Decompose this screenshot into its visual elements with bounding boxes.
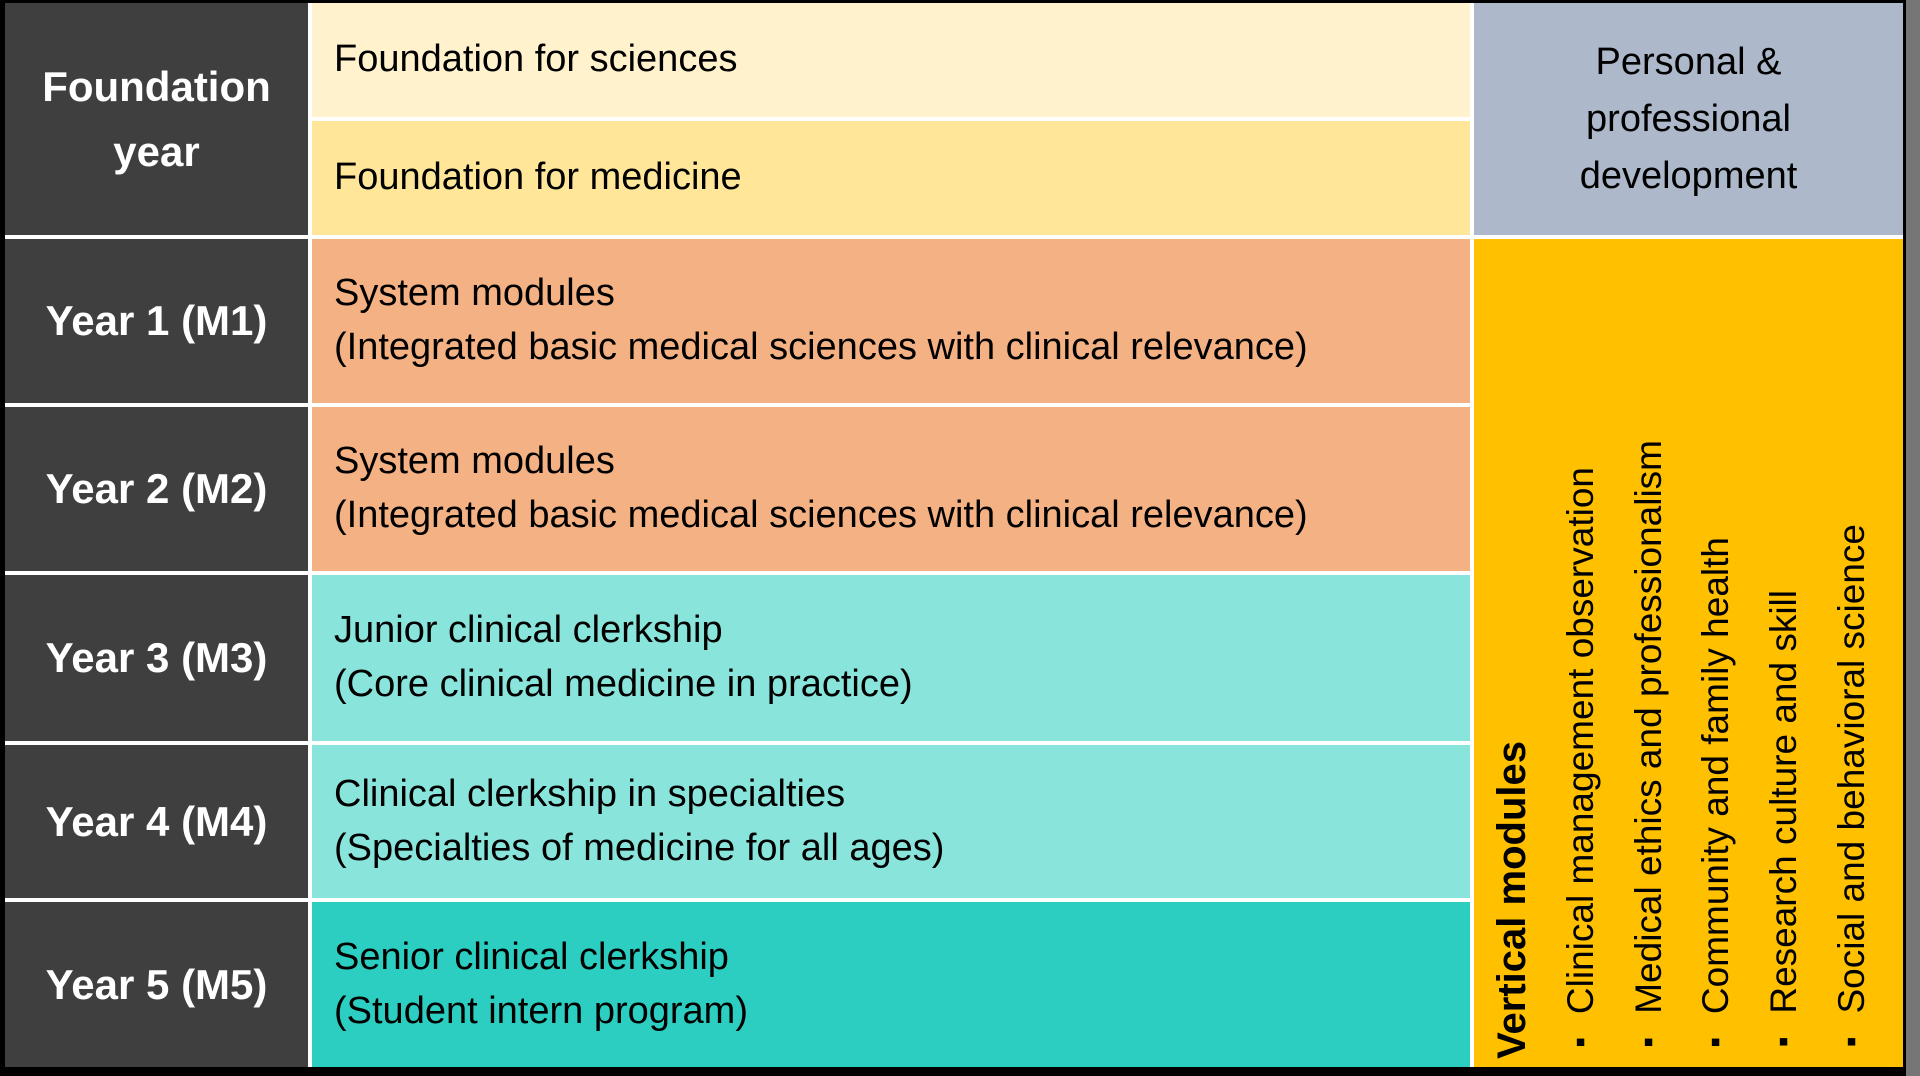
row-label-text: Year 1 (M1) (45, 297, 268, 344)
header-text: Personal & professional development (1579, 40, 1798, 197)
personal-professional-development-header: Personal & professional development (1474, 3, 1903, 235)
bullet-square-icon: ▪ (1767, 1026, 1801, 1059)
row-label-year-4: Year 4 (M4) (5, 745, 308, 898)
vertical-module-label: Research culture and skill (1763, 590, 1805, 1014)
cell-subtitle: (Student intern program) (334, 989, 748, 1032)
cell-year4-specialties-clerkship: Clinical clerkship in specialties (Speci… (312, 745, 1470, 898)
row-label-year-1: Year 1 (M1) (5, 239, 308, 403)
vertical-module-item-social-behavioral: ▪ Social and behavioral science (1830, 524, 1873, 1059)
row-label-text: Year 5 (M5) (45, 960, 268, 1008)
row-label-text: Year 3 (M3) (45, 634, 268, 681)
row-label-year-3: Year 3 (M3) (5, 575, 308, 741)
vertical-module-label: Clinical management observation (1560, 466, 1601, 1014)
cell-title: Junior clinical clerkship (334, 609, 723, 652)
cell-foundation-for-sciences: Foundation for sciences (312, 3, 1470, 117)
foundation-row-stack: Foundation for sciences Foundation for m… (312, 3, 1470, 235)
cell-subtitle: (Specialties of medicine for all ages) (334, 826, 945, 869)
vertical-module-item-medical-ethics: ▪ Medical ethics and professionalism (1627, 440, 1670, 1059)
cell-year1-system-modules: System modules (Integrated basic medical… (312, 239, 1470, 403)
cell-title: Senior clinical clerkship (334, 935, 729, 978)
cell-year5-senior-clerkship: Senior clinical clerkship (Student inter… (312, 902, 1470, 1067)
cell-title: System modules (334, 272, 615, 315)
cell-year3-junior-clerkship: Junior clinical clerkship (Core clinical… (312, 575, 1470, 741)
row-label-year-5: Year 5 (M5) (5, 902, 308, 1067)
vertical-module-item-community-family-health: ▪ Community and family health (1695, 536, 1737, 1059)
vertical-module-label: Community and family health (1695, 536, 1737, 1014)
row-label-foundation-year: Foundation year (5, 3, 308, 235)
cell-title: Foundation for medicine (334, 156, 742, 199)
vertical-module-label: Social and behavioral science (1830, 524, 1872, 1014)
bullet-square-icon: ▪ (1699, 1026, 1733, 1059)
vertical-module-label: Medical ethics and professionalism (1627, 440, 1669, 1014)
row-label-text: Foundation year (42, 62, 271, 175)
cell-foundation-for-medicine: Foundation for medicine (312, 121, 1470, 235)
row-label-text: Year 2 (M2) (45, 465, 268, 512)
row-label-text: Year 4 (M4) (45, 797, 268, 845)
cell-subtitle: (Core clinical medicine in practice) (334, 663, 913, 705)
cell-title: Clinical clerkship in specialties (334, 772, 846, 815)
cell-subtitle: (Integrated basic medical sciences with … (334, 326, 1308, 368)
bullet-square-icon: ▪ (1631, 1026, 1665, 1059)
bullet-square-icon: ▪ (1564, 1026, 1597, 1059)
vertical-modules-panel: Vertical modules ▪ Clinical management ob… (1474, 239, 1903, 1067)
vertical-module-item-clinical-management: ▪ Clinical management observation (1560, 466, 1602, 1059)
bullet-square-icon: ▪ (1834, 1026, 1868, 1059)
cell-year2-system-modules: System modules (Integrated basic medical… (312, 407, 1470, 571)
cell-title: System modules (334, 440, 615, 483)
cell-subtitle: (Integrated basic medical sciences with … (334, 494, 1308, 536)
curriculum-grid: Foundation year Year 1 (M1) Year 2 (M2) … (5, 3, 1903, 1067)
vertical-modules-title: Vertical modules (1490, 741, 1534, 1059)
vertical-module-item-research-culture: ▪ Research culture and skill (1763, 590, 1805, 1059)
row-label-year-2: Year 2 (M2) (5, 407, 308, 571)
cell-title: Foundation for sciences (334, 38, 738, 81)
